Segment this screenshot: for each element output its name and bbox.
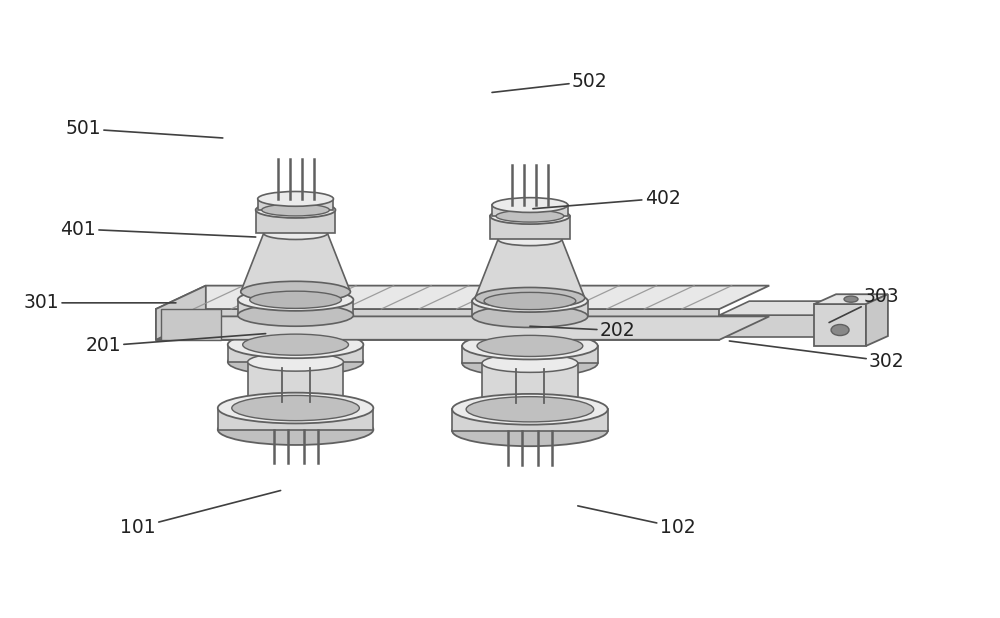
Ellipse shape	[462, 332, 598, 360]
Polygon shape	[238, 300, 353, 315]
Polygon shape	[492, 205, 568, 216]
Polygon shape	[719, 315, 819, 337]
Polygon shape	[256, 210, 335, 234]
Text: 303: 303	[829, 287, 900, 323]
Ellipse shape	[482, 400, 578, 418]
Ellipse shape	[498, 234, 562, 245]
Text: 502: 502	[492, 72, 607, 93]
Ellipse shape	[844, 296, 858, 302]
Ellipse shape	[492, 198, 568, 213]
Ellipse shape	[484, 292, 576, 310]
Text: 402: 402	[533, 188, 680, 209]
Polygon shape	[228, 345, 363, 362]
Ellipse shape	[466, 397, 594, 422]
Polygon shape	[241, 234, 350, 292]
Ellipse shape	[238, 289, 353, 311]
Polygon shape	[462, 346, 598, 363]
Ellipse shape	[241, 281, 350, 302]
Ellipse shape	[452, 415, 608, 446]
Polygon shape	[475, 240, 585, 298]
Ellipse shape	[472, 290, 588, 312]
Polygon shape	[258, 199, 333, 210]
Polygon shape	[472, 301, 588, 316]
Ellipse shape	[243, 334, 348, 355]
Ellipse shape	[228, 331, 363, 358]
Text: 101: 101	[120, 491, 281, 537]
Ellipse shape	[477, 336, 583, 357]
Text: 301: 301	[24, 294, 176, 312]
Polygon shape	[156, 309, 719, 340]
Polygon shape	[156, 316, 769, 340]
Ellipse shape	[490, 208, 570, 224]
Ellipse shape	[256, 202, 335, 218]
Polygon shape	[814, 304, 866, 346]
Ellipse shape	[248, 353, 343, 371]
Ellipse shape	[218, 392, 373, 423]
Text: 501: 501	[65, 119, 223, 138]
Polygon shape	[452, 409, 608, 431]
Ellipse shape	[228, 349, 363, 376]
Ellipse shape	[238, 304, 353, 326]
Polygon shape	[156, 286, 769, 309]
Polygon shape	[156, 286, 206, 340]
Ellipse shape	[248, 399, 343, 417]
Text: 401: 401	[60, 219, 256, 239]
Polygon shape	[719, 301, 849, 315]
Text: 102: 102	[578, 506, 695, 537]
Ellipse shape	[472, 305, 588, 328]
Ellipse shape	[482, 354, 578, 373]
Ellipse shape	[264, 227, 327, 240]
Text: 302: 302	[729, 341, 905, 371]
Ellipse shape	[831, 324, 849, 336]
Ellipse shape	[462, 350, 598, 377]
Polygon shape	[248, 362, 343, 408]
Polygon shape	[161, 309, 221, 340]
Ellipse shape	[218, 414, 373, 445]
Ellipse shape	[232, 396, 359, 421]
Ellipse shape	[475, 287, 585, 308]
Ellipse shape	[262, 204, 329, 216]
Polygon shape	[814, 294, 888, 304]
Polygon shape	[490, 216, 570, 240]
Polygon shape	[482, 363, 578, 409]
Ellipse shape	[452, 394, 608, 425]
Ellipse shape	[250, 291, 341, 308]
Ellipse shape	[496, 210, 564, 222]
Polygon shape	[218, 408, 373, 430]
Text: 201: 201	[85, 334, 266, 355]
Polygon shape	[866, 294, 888, 346]
Text: 202: 202	[530, 321, 635, 340]
Ellipse shape	[258, 192, 333, 206]
